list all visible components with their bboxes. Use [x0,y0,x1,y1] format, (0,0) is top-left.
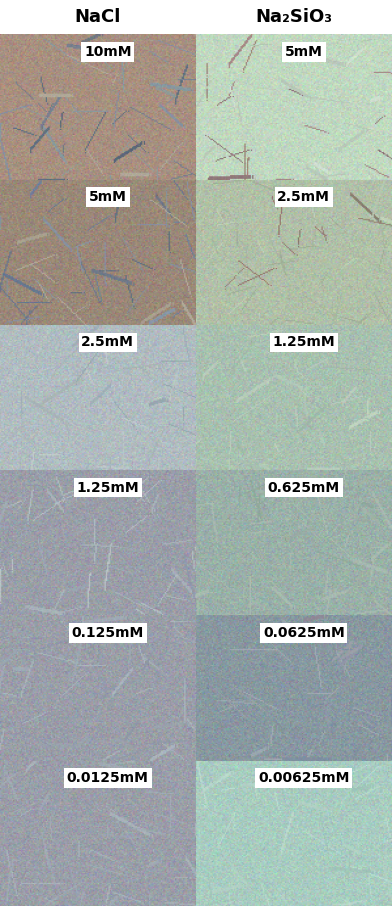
Text: 5mM: 5mM [89,190,127,204]
Text: 2.5mM: 2.5mM [278,190,330,204]
Text: 5mM: 5mM [285,45,323,59]
Text: 1.25mM: 1.25mM [76,481,139,495]
Text: 0.0625mM: 0.0625mM [263,626,345,640]
Text: NaCl: NaCl [75,8,121,26]
Text: 2.5mM: 2.5mM [82,335,134,350]
Text: 0.125mM: 0.125mM [72,626,144,640]
Text: 10mM: 10mM [84,45,132,59]
Text: 0.625mM: 0.625mM [268,481,340,495]
Text: 0.0125mM: 0.0125mM [67,771,149,786]
Text: 0.00625mM: 0.00625mM [258,771,350,786]
Text: 1.25mM: 1.25mM [272,335,335,350]
Text: Na₂SiO₃: Na₂SiO₃ [256,8,332,26]
